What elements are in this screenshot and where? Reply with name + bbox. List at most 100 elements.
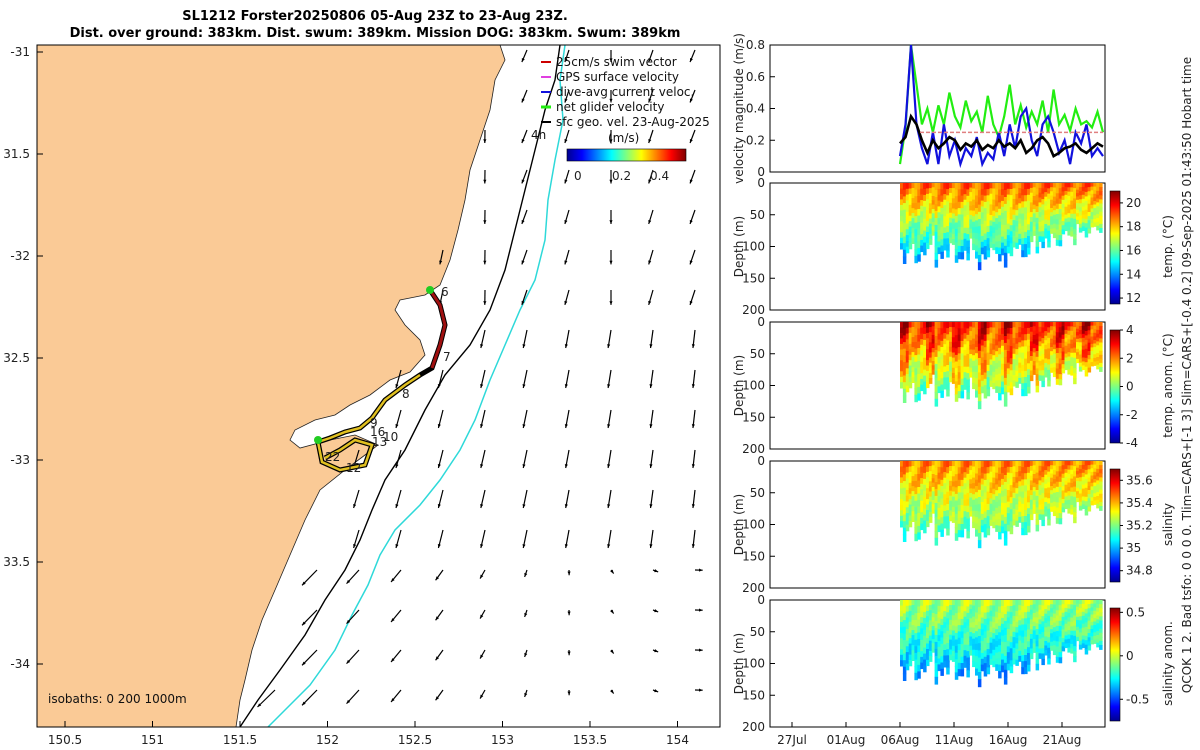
heatmap-cell xyxy=(995,640,999,648)
heatmap-cell xyxy=(1076,616,1080,621)
heatmap-cell xyxy=(1067,600,1071,606)
heatmap-cell xyxy=(975,461,979,468)
heatmap-cell xyxy=(1035,385,1040,393)
heatmap-cell xyxy=(1038,226,1042,233)
heatmap-cell xyxy=(992,199,996,206)
heatmap-cell xyxy=(969,340,973,346)
heatmap-cell xyxy=(1067,478,1071,484)
heatmap-cell xyxy=(923,339,927,347)
heatmap-cell xyxy=(1044,502,1048,508)
heatmap-cell xyxy=(928,610,933,617)
heatmap-cell xyxy=(928,486,933,493)
heatmap-cell xyxy=(1012,241,1016,248)
heatmap-cell xyxy=(966,322,970,330)
heatmap-cell xyxy=(1012,327,1016,334)
heatmap-cell xyxy=(949,490,953,497)
heatmap-cell xyxy=(1099,342,1103,348)
heatmap-cell xyxy=(923,351,927,359)
heatmap-cell xyxy=(969,502,973,508)
heatmap-cell xyxy=(920,228,924,235)
velocity-arrowhead xyxy=(346,579,351,584)
heatmap-cell xyxy=(1058,615,1063,622)
heatmap-cell xyxy=(1035,519,1040,526)
heatmap-cell xyxy=(937,507,941,515)
heatmap-cell xyxy=(1003,620,1008,629)
heatmap-cell xyxy=(1041,626,1045,633)
heatmap-cell xyxy=(1009,322,1014,329)
heatmap-cell xyxy=(928,625,933,632)
heatmap-cell xyxy=(1035,513,1040,520)
heatmap-cell xyxy=(1001,369,1005,377)
heatmap-cell xyxy=(1058,620,1063,627)
heatmap-cell xyxy=(902,527,907,536)
heatmap-cell xyxy=(949,232,953,239)
heatmap-cell xyxy=(931,613,936,619)
heatmap-cell xyxy=(1035,345,1040,352)
heatmap-cell xyxy=(1003,356,1008,365)
velocity-arrowhead xyxy=(564,464,568,468)
heatmap-cell xyxy=(1070,487,1074,493)
heatmap-cell xyxy=(1044,187,1048,193)
heatmap-cell xyxy=(1027,375,1031,382)
heatmap-cell xyxy=(934,231,939,240)
heatmap-cell xyxy=(934,349,939,358)
heatmap-cell xyxy=(963,222,967,229)
legend-item-4: sfc geo. vel. 23-Aug-2025 xyxy=(556,115,710,129)
lon-tick-label: 154 xyxy=(666,733,689,747)
heatmap-cell xyxy=(917,367,921,375)
heatmap-cell xyxy=(1012,375,1016,382)
heatmap-cell xyxy=(1099,367,1103,372)
heatmap-cell xyxy=(1067,608,1071,614)
heatmap-cell xyxy=(1015,461,1019,468)
heatmap-cell xyxy=(1084,635,1089,642)
heatmap-cell xyxy=(1027,623,1031,631)
heatmap-cell xyxy=(1067,191,1071,197)
heatmap-cell xyxy=(926,510,930,517)
heatmap-cell xyxy=(1041,648,1045,655)
heatmap-cell xyxy=(1050,326,1054,332)
heatmap-cell xyxy=(1061,486,1066,492)
heatmap-cell xyxy=(902,507,907,516)
heatmap-cell xyxy=(928,193,933,200)
heatmap-cell xyxy=(1027,206,1031,214)
heatmap-cell xyxy=(1052,322,1057,328)
heatmap-cell xyxy=(1087,633,1092,638)
heatmap-cell xyxy=(1021,528,1025,536)
heatmap-cell xyxy=(1061,612,1066,618)
heatmap-cell xyxy=(937,629,941,636)
heatmap-cell xyxy=(1001,508,1005,516)
heatmap-cell xyxy=(914,527,918,535)
heatmap-cell xyxy=(980,525,985,533)
heatmap-cell xyxy=(975,473,979,481)
heatmap-cell xyxy=(1029,212,1034,218)
heatmap-cell xyxy=(1015,210,1019,217)
heatmap-cell xyxy=(949,644,953,651)
heatmap-cell xyxy=(900,221,904,228)
heatmap-cell xyxy=(1090,636,1094,641)
heatmap-cell xyxy=(1090,340,1094,345)
heatmap-cell xyxy=(949,212,953,219)
heatmap-cell xyxy=(1032,222,1037,228)
heatmap-cell xyxy=(1061,646,1066,652)
heatmap-cell xyxy=(1041,482,1045,489)
heatmap-cell xyxy=(1084,344,1089,350)
heatmap-cell xyxy=(957,359,962,367)
heatmap-cell xyxy=(946,346,950,354)
heatmap-cell xyxy=(957,662,962,670)
heatmap-cell xyxy=(1070,357,1074,363)
heatmap-cell xyxy=(1055,224,1060,231)
heatmap-cell xyxy=(1003,607,1008,615)
heatmap-cell xyxy=(969,349,973,355)
heatmap-cell xyxy=(1038,504,1042,511)
heatmap-cell xyxy=(1015,338,1019,345)
heatmap-cell xyxy=(1058,322,1063,328)
heatmap-cell xyxy=(940,334,944,342)
heatmap-cell xyxy=(1001,635,1005,643)
heatmap-cell xyxy=(1009,630,1014,637)
heatmap-cell xyxy=(992,243,996,251)
heatmap-cell xyxy=(914,639,918,648)
heatmap-cell xyxy=(1015,477,1019,484)
heatmap-cell xyxy=(983,631,988,639)
heatmap-cell xyxy=(972,521,976,529)
heatmap-cell xyxy=(943,238,947,245)
